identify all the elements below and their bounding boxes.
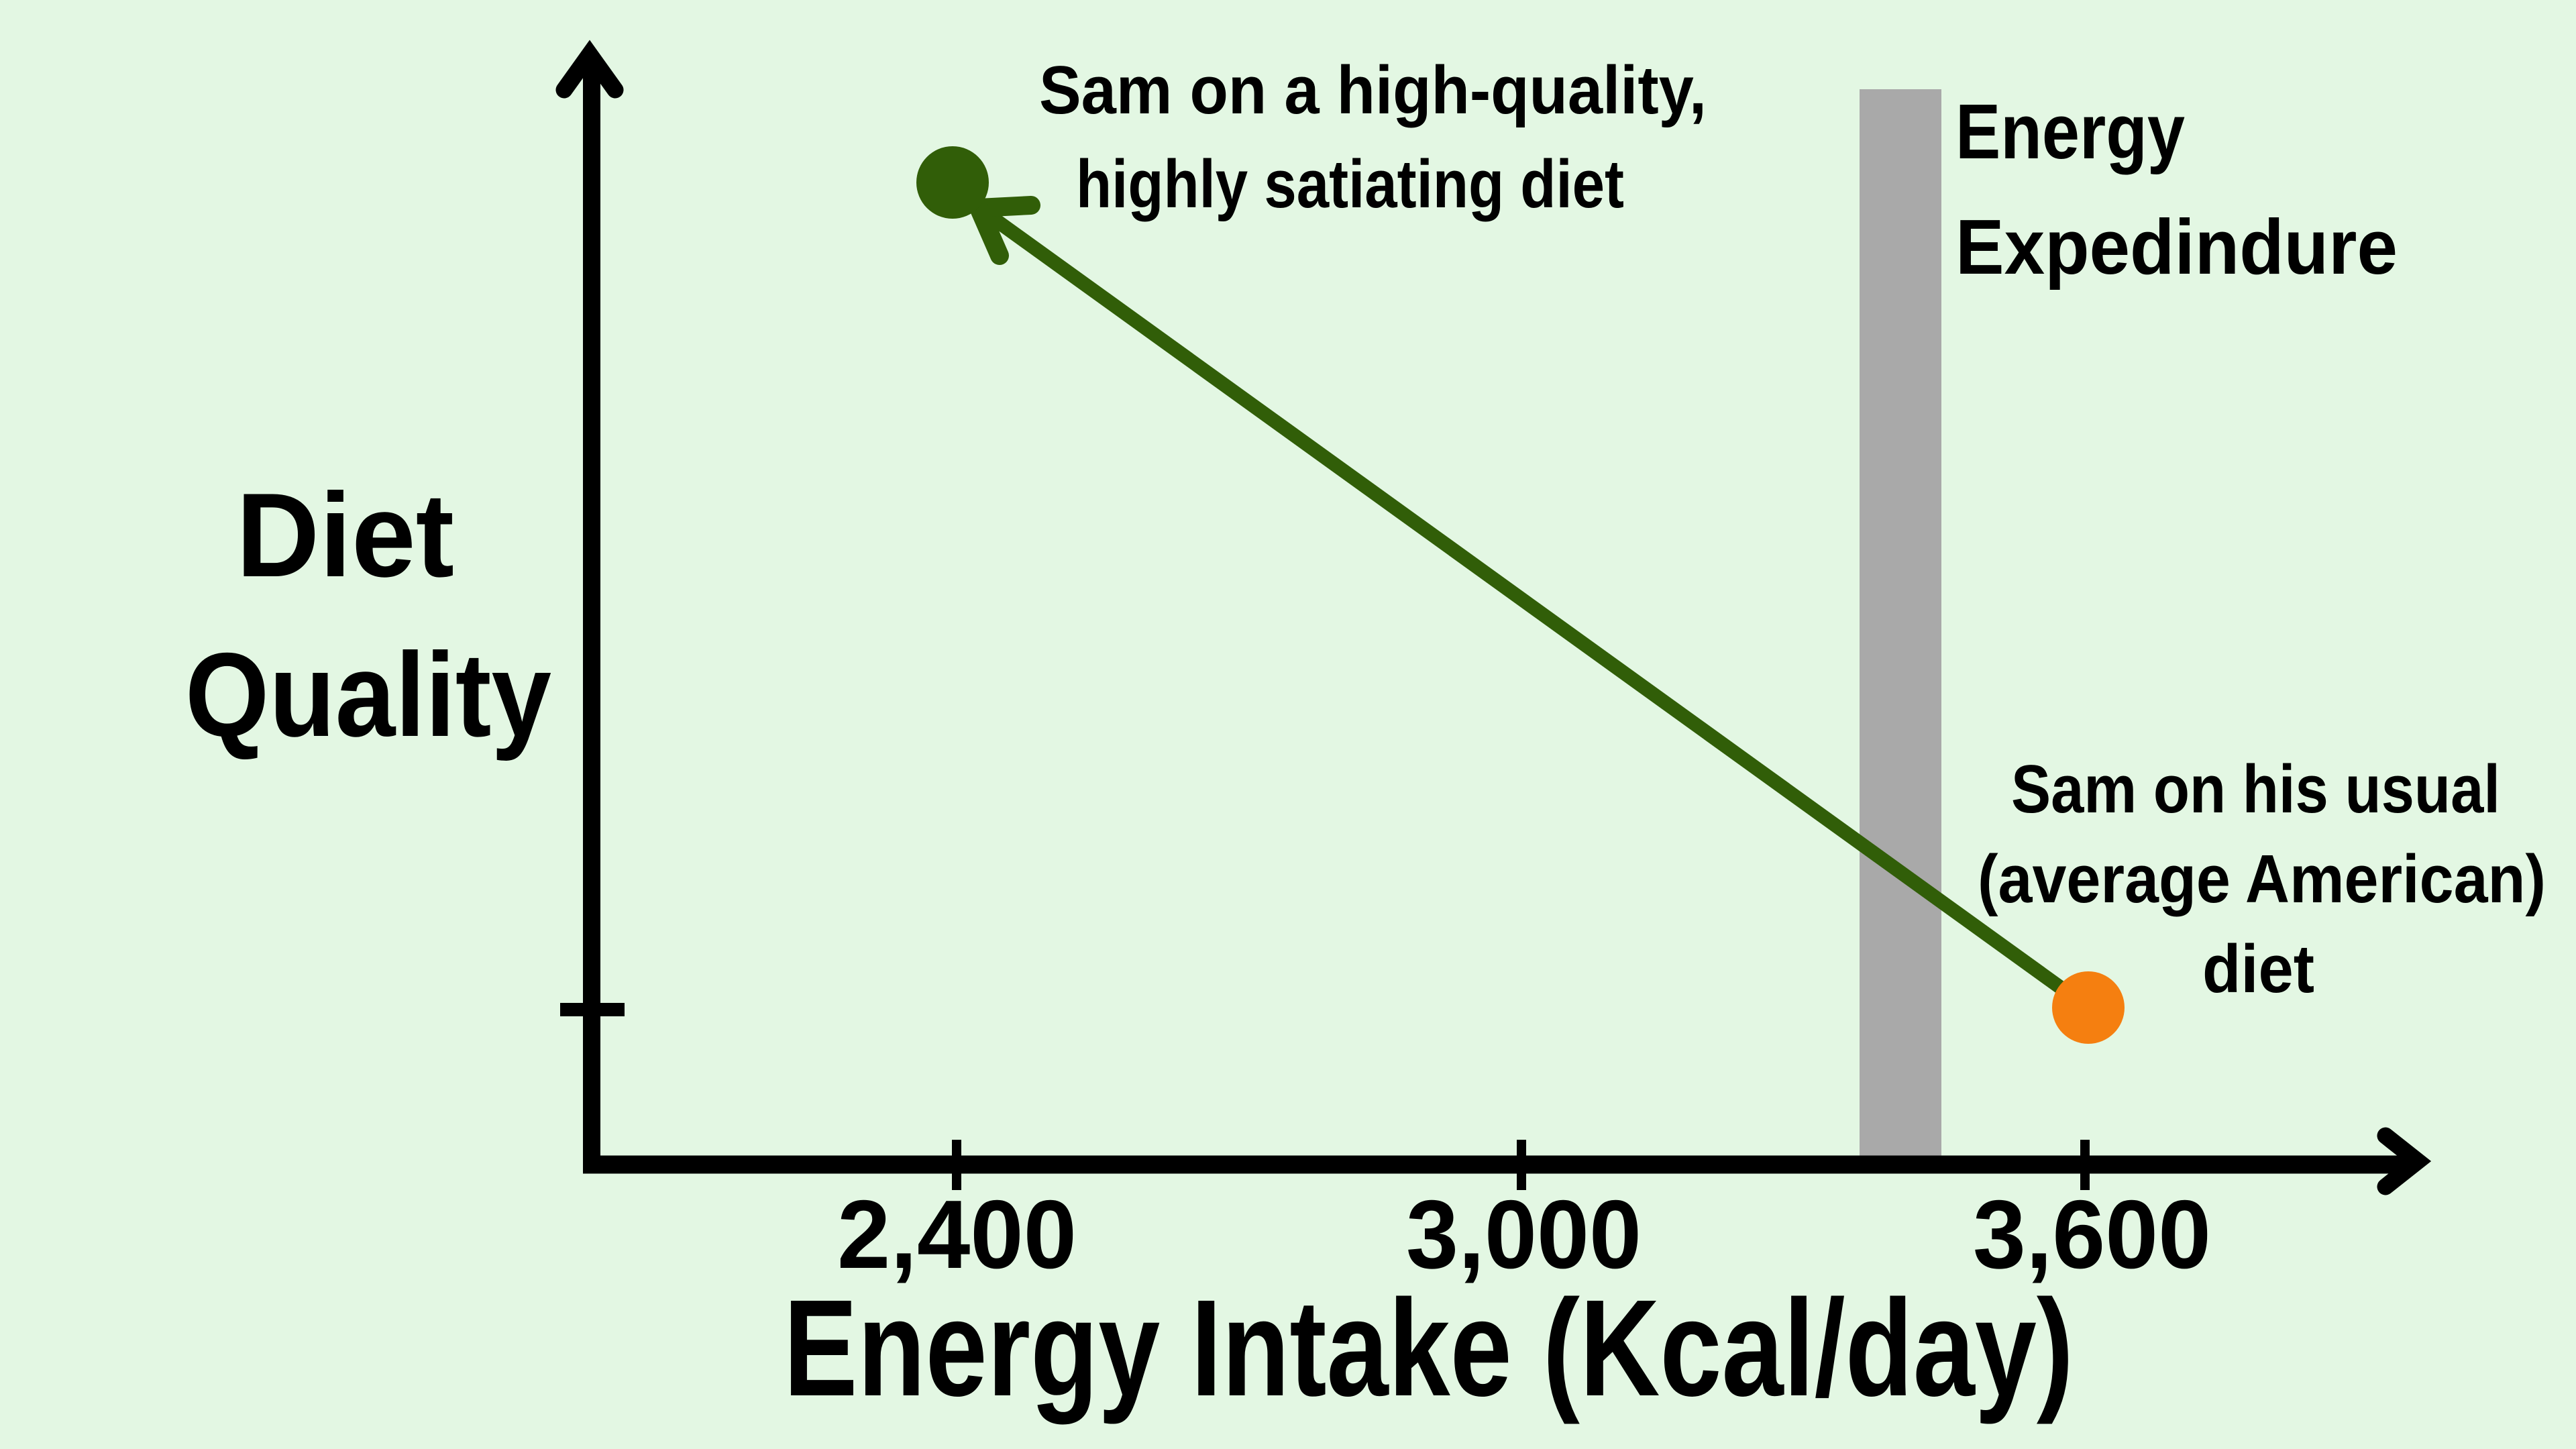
svg-text:Quality: Quality [185, 628, 551, 761]
svg-text:diet: diet [2202, 932, 2314, 1007]
svg-text:2,400: 2,400 [837, 1180, 1077, 1289]
svg-text:3,000: 3,000 [1406, 1180, 1642, 1289]
svg-text:Sam on his usual: Sam on his usual [2011, 752, 2500, 827]
svg-text:Energy Intake (Kcal/day): Energy Intake (Kcal/day) [784, 1271, 2074, 1425]
svg-text:highly satiating diet: highly satiating diet [1076, 147, 1624, 222]
svg-text:Diet: Diet [236, 468, 454, 602]
svg-text:Energy: Energy [1955, 88, 2185, 175]
svg-text:Sam on a high-quality,: Sam on a high-quality, [1039, 53, 1707, 128]
svg-text:(average American): (average American) [1978, 842, 2546, 917]
svg-text:Expedindure: Expedindure [1955, 203, 2398, 290]
svg-text:3,600: 3,600 [1973, 1180, 2211, 1289]
